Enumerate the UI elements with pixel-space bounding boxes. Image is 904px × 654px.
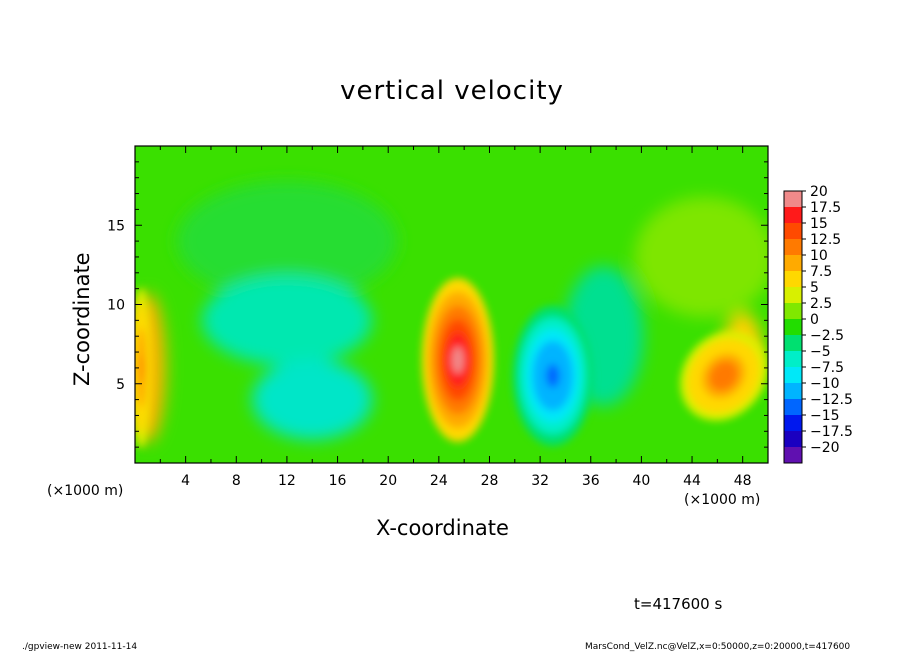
y-tick-label: 15: [107, 218, 125, 234]
x-tick-label: 16: [329, 473, 347, 489]
colorbar-swatch: [784, 351, 802, 368]
x-tick-label: 44: [683, 473, 701, 489]
x-tick-label: 40: [632, 473, 650, 489]
feature-contour: [716, 368, 731, 384]
x-axis-label: X-coordinate: [376, 516, 509, 540]
colorbar-swatch: [784, 255, 802, 272]
colorbar-swatch: [784, 335, 802, 352]
y-tick-label: 5: [116, 377, 125, 393]
colorbar-swatch: [784, 207, 802, 224]
colorbar-swatch: [784, 287, 802, 304]
colorbar-swatch: [784, 319, 802, 336]
feature-min-1: [512, 305, 593, 446]
feature-contour: [451, 346, 464, 374]
chart-title: vertical velocity: [340, 76, 564, 106]
colorbar-label: −10: [810, 376, 840, 392]
x-tick-label: 4: [181, 473, 190, 489]
colorbar-swatch: [784, 223, 802, 240]
x-tick-label: 12: [278, 473, 296, 489]
y-axis-ticks: 5 10 15: [107, 161, 768, 448]
feature-max-2: [680, 330, 768, 421]
colorbar-label: 5: [810, 280, 819, 296]
colorbar-label: −12.5: [810, 392, 853, 408]
x-axis-ticks: 4 8 12 16 20 24 28 32 36 40 44 48: [159, 146, 752, 489]
colorbar-label: 10: [810, 248, 828, 264]
field-region: [634, 196, 768, 317]
colorbar-label: −5: [810, 344, 831, 360]
x-tick-label: 36: [582, 473, 600, 489]
x-tick-label: 8: [232, 473, 241, 489]
colorbar-label: 17.5: [810, 200, 841, 216]
field-region: [176, 181, 397, 302]
colorbar-swatch: [784, 447, 802, 464]
x-tick-label: 32: [531, 473, 549, 489]
x-tick-label: 20: [379, 473, 397, 489]
colorbar-label: −17.5: [810, 424, 853, 440]
colorbar-label: 12.5: [810, 232, 841, 248]
colorbar-frame: [783, 190, 803, 464]
colorbar-label: 20: [810, 184, 828, 200]
heatmap-field: [135, 146, 768, 463]
colorbar-swatch: [784, 303, 802, 320]
colorbar-label: 7.5: [810, 264, 832, 280]
time-stamp: t=417600 s: [634, 595, 723, 613]
feature-max-0: [421, 277, 494, 442]
colorbar-label: −15: [810, 408, 840, 424]
field-region: [252, 359, 373, 440]
colorbar-label: −20: [810, 440, 840, 456]
x-unit-label-left: (×1000 m): [47, 483, 124, 499]
colorbar-swatch: [784, 383, 802, 400]
x-tick-label: 28: [481, 473, 499, 489]
x-tick-label: 48: [734, 473, 752, 489]
y-tick-label: 10: [107, 298, 125, 314]
feature-max-3: [135, 287, 152, 448]
colorbar-swatch: [784, 271, 802, 288]
colorbar-label: 15: [810, 216, 828, 232]
colorbar: 2017.51512.5107.552.50−2.5−5−7.5−10−12.5…: [783, 184, 853, 464]
colorbar-swatch: [784, 399, 802, 416]
colorbar-swatch: [784, 191, 802, 208]
colorbar-swatch: [784, 367, 802, 384]
x-tick-label: 24: [430, 473, 448, 489]
colorbar-swatch: [784, 415, 802, 432]
colorbar-label: −2.5: [810, 328, 844, 344]
colorbar-swatch: [784, 239, 802, 256]
footer-right: MarsCond_VelZ.nc@VelZ,x=0:50000,z=0:2000…: [585, 642, 851, 652]
x-unit-label-right: (×1000 m): [684, 492, 761, 508]
colorbar-swatch: [784, 431, 802, 448]
colorbar-label: 2.5: [810, 296, 832, 312]
footer-left: ./gpview-new 2011-11-14: [22, 642, 138, 652]
feature-contour: [139, 354, 143, 382]
colorbar-label: −7.5: [810, 360, 844, 376]
field-region: [201, 275, 372, 366]
feature-contour: [546, 364, 560, 388]
y-axis-label: Z-coordinate: [70, 252, 94, 386]
colorbar-label: 0: [810, 312, 819, 328]
